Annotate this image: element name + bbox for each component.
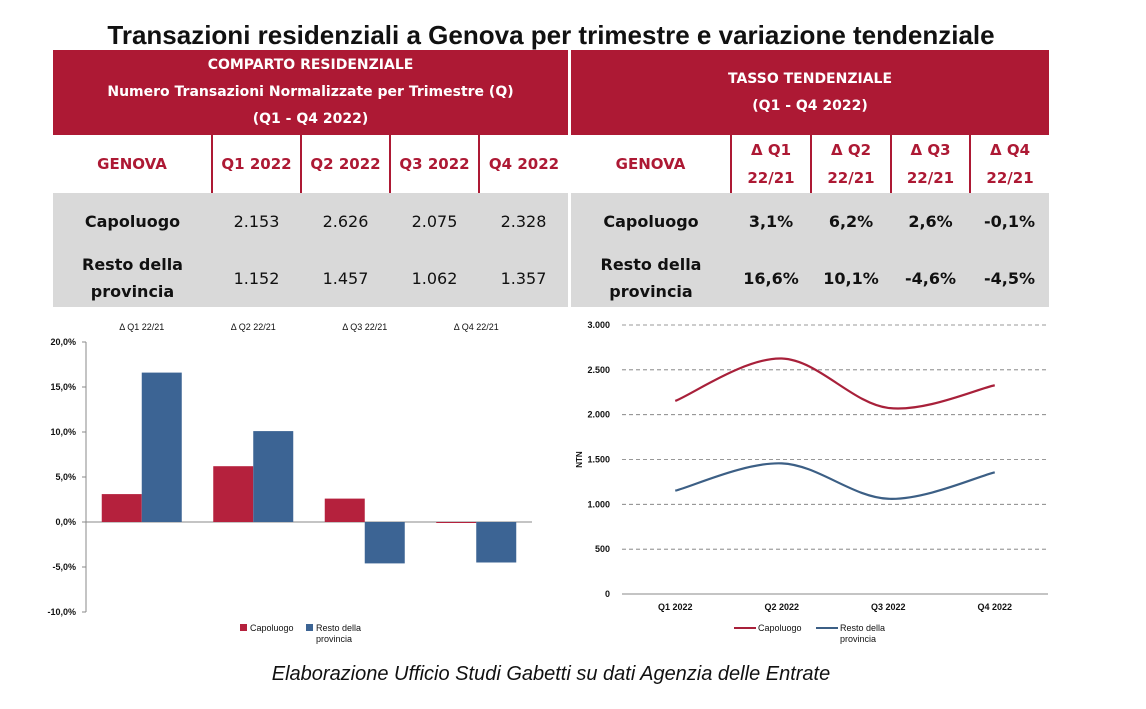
table-cell: 10,1% (811, 249, 891, 307)
bar-resto-provincia (476, 522, 517, 563)
header-line-2: (Q1 - Q4 2022) (752, 97, 868, 114)
category-label: Δ Q3 22/21 (342, 322, 387, 332)
x-tick-label: Q1 2022 (658, 602, 693, 612)
column-header-dq1: Δ Q1 22/21 (730, 135, 811, 193)
legend-label: Capoluogo (250, 623, 294, 633)
table-cell: 3,1% (731, 193, 811, 249)
column-header-genova: GENOVA (53, 135, 212, 193)
source-caption: Elaborazione Ufficio Studi Gabetti su da… (271, 663, 831, 685)
trend-rate-table-header: TASSO TENDENZIALE (Q1 - Q4 2022) (571, 50, 1050, 135)
column-header-q4: Q4 2022 (478, 135, 568, 193)
header-divider (568, 50, 571, 135)
series-line-resto-provincia (674, 462, 996, 500)
row-label-line-2: provincia (90, 282, 175, 301)
y-tick-label: 10,0% (50, 427, 76, 437)
bar-resto-provincia (253, 431, 294, 522)
category-label: Δ Q2 22/21 (231, 322, 276, 332)
row-label-line-2: provincia (609, 282, 693, 301)
row-label: Capoluogo (53, 193, 212, 249)
table-row: Resto della provincia 16,6% 10,1% -4,6% … (571, 249, 1050, 307)
legend-label: Resto della provincia (316, 623, 361, 644)
transactions-line-chart: 0 500 1.000 1.500 2.000 2.500 3.000 NTN Q1 2022 Q… (575, 320, 1048, 644)
bar-capoluogo (436, 522, 477, 523)
table-row: Capoluogo 3,1% 6,2% 2,6% -0,1% (571, 193, 1050, 249)
table-cell: 1.457 (301, 249, 390, 307)
legend-swatch (306, 624, 313, 631)
table-cell: 1.062 (390, 249, 479, 307)
table-cell: -4,6% (891, 249, 970, 307)
y-tick-label: 20,0% (50, 337, 76, 347)
y-tick-label: 0,0% (55, 517, 76, 527)
x-tick-label: Q4 2022 (977, 602, 1012, 612)
transactions-table-header: COMPARTO RESIDENZIALE Numero Transazioni… (53, 50, 568, 135)
y-tick-label: 1.500 (587, 455, 610, 465)
table-cell: -0,1% (970, 193, 1050, 249)
y-tick-label: 500 (595, 544, 610, 554)
y-tick-label: 2.000 (587, 410, 610, 420)
table-row: Resto della provincia 1.152 1.457 1.062 … (53, 249, 568, 307)
y-tick-label: 5,0% (55, 472, 76, 482)
table-cell: 1.357 (479, 249, 568, 307)
column-header-q2: Q2 2022 (300, 135, 390, 193)
table-row: Capoluogo 2.153 2.626 2.075 2.328 (53, 193, 568, 249)
category-label: Δ Q4 22/21 (454, 322, 499, 332)
table-cell: 2,6% (891, 193, 970, 249)
legend-swatch (240, 624, 247, 631)
table-cell: 2.626 (301, 193, 390, 249)
page-title: Transazioni residenziali a Genova per tr… (107, 20, 995, 50)
y-tick-label: 1.000 (587, 499, 610, 509)
header-line-3: (Q1 - Q4 2022) (252, 111, 369, 127)
row-label: Resto della provincia (571, 249, 731, 307)
y-axis-label: NTN (575, 451, 584, 468)
header-line-1: COMPARTO RESIDENZIALE (207, 57, 414, 73)
row-label-line-1: Resto della (600, 255, 702, 274)
trend-rate-table: TASSO TENDENZIALE (Q1 - Q4 2022) GENOVA … (571, 50, 1050, 307)
header-line-1: TASSO TENDENZIALE (728, 70, 893, 87)
table-cell: 16,6% (731, 249, 811, 307)
column-header-q1: Q1 2022 (211, 135, 301, 193)
bar-resto-provincia (141, 372, 182, 522)
legend-label: Resto della provincia (840, 623, 885, 644)
table-cell: 2.153 (212, 193, 301, 249)
table-cell: 1.152 (212, 249, 301, 307)
y-tick-label: -10,0% (47, 607, 76, 617)
column-header-genova: GENOVA (571, 135, 731, 193)
bar-capoluogo (324, 498, 365, 522)
y-tick-label: 15,0% (50, 382, 76, 392)
transactions-table: COMPARTO RESIDENZIALE Numero Transazioni… (53, 50, 568, 307)
column-header-dq2: Δ Q2 22/21 (810, 135, 891, 193)
row-label-line-1: Resto della (82, 255, 183, 274)
series-line-capoluogo (674, 357, 995, 410)
y-tick-label: 2.500 (587, 365, 610, 375)
table-cell: 2.328 (479, 193, 568, 249)
column-header-dq3: Δ Q3 22/21 (890, 135, 970, 193)
bar-capoluogo (213, 466, 254, 522)
y-tick-label: 0 (605, 589, 610, 599)
table-cell: 6,2% (811, 193, 891, 249)
y-tick-label: -5,0% (52, 562, 76, 572)
row-label: Resto della provincia (53, 249, 212, 307)
category-label: Δ Q1 22/21 (119, 322, 164, 332)
column-header-q3: Q3 2022 (389, 135, 479, 193)
bar-resto-provincia (364, 522, 405, 564)
y-tick-label: 3.000 (587, 320, 610, 330)
row-label: Capoluogo (571, 193, 731, 249)
header-line-2: Numero Transazioni Normalizzate per Trim… (107, 84, 514, 100)
x-tick-label: Q2 2022 (764, 602, 799, 612)
x-tick-label: Q3 2022 (871, 602, 906, 612)
bar-capoluogo (101, 494, 142, 522)
legend-label: Capoluogo (758, 623, 802, 633)
column-header-dq4: Δ Q4 22/21 (968, 135, 1050, 193)
table-cell: 2.075 (390, 193, 479, 249)
table-cell: -4,5% (970, 249, 1050, 307)
trend-rate-bar-chart: -10,0% -5,0% 0,0% 5,0% 10,0% 15,0% 20,0% Δ Q1 2… (47, 322, 532, 644)
